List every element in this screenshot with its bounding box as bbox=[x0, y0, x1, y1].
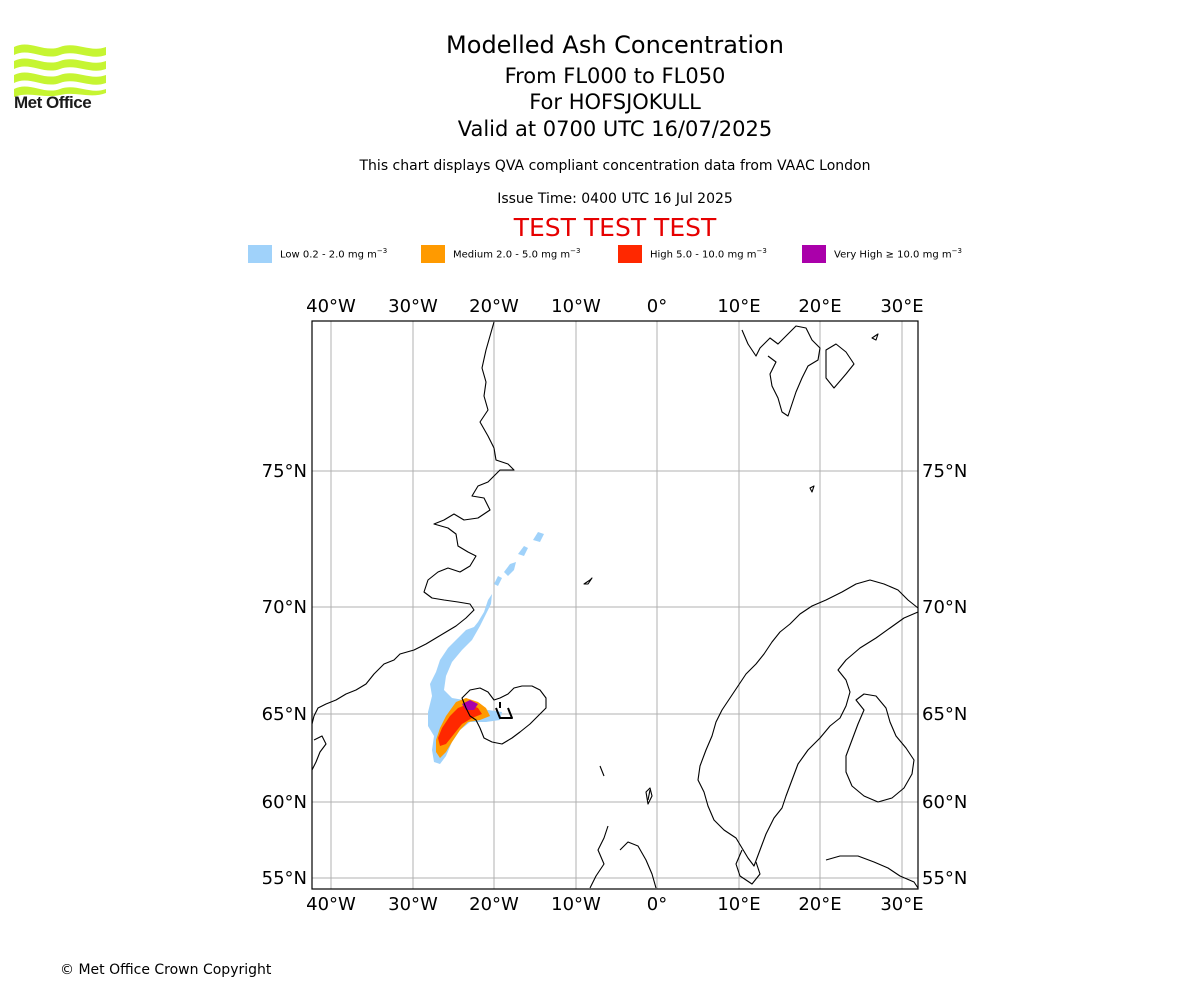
hofsjokull-marker bbox=[495, 702, 513, 719]
chart-title: Modelled Ash Concentration bbox=[446, 31, 784, 59]
lat-label-left: 70°N bbox=[262, 597, 307, 618]
legend-swatch-medium bbox=[421, 245, 445, 263]
lat-label-left: 75°N bbox=[262, 461, 307, 482]
lon-labels-bottom: 40°W 30°W 20°W 10°W 0° 10°E 20°E 30°E bbox=[306, 894, 923, 915]
lon-label-bottom: 0° bbox=[647, 894, 667, 915]
lat-label-right: 55°N bbox=[922, 868, 967, 889]
lon-label-top: 10°W bbox=[551, 296, 601, 317]
lon-label-top: 0° bbox=[647, 296, 667, 317]
ash-low-filament-3 bbox=[533, 532, 544, 542]
scandinavia-coast bbox=[697, 579, 919, 867]
lon-label-bottom: 10°E bbox=[717, 894, 760, 915]
legend-label-low: Low 0.2 - 2.0 mg m−3 bbox=[280, 247, 388, 261]
copyright: © Met Office Crown Copyright bbox=[60, 962, 272, 978]
lat-label-left: 65°N bbox=[262, 704, 307, 725]
issue-time: Issue Time: 0400 UTC 16 Jul 2025 bbox=[497, 191, 733, 207]
finland-coast bbox=[845, 693, 915, 803]
lat-label-left: 60°N bbox=[262, 792, 307, 813]
lon-label-top: 40°W bbox=[306, 296, 356, 317]
legend-swatch-low bbox=[248, 245, 272, 263]
coastlines bbox=[311, 321, 919, 889]
met-office-logo bbox=[14, 44, 106, 97]
legend-swatch-high bbox=[618, 245, 642, 263]
valid-time: Valid at 0700 UTC 16/07/2025 bbox=[457, 117, 773, 141]
bear-island bbox=[809, 485, 815, 493]
lat-label-right: 70°N bbox=[922, 597, 967, 618]
legend-label-medium: Medium 2.0 - 5.0 mg m−3 bbox=[453, 247, 581, 261]
british-isles-coast bbox=[589, 765, 657, 889]
lon-label-top: 20°E bbox=[798, 296, 841, 317]
ash-low-filament-1 bbox=[504, 562, 516, 576]
greenland-coast-south bbox=[311, 735, 327, 771]
denmark-coast bbox=[735, 849, 761, 885]
test-banner: TEST TEST TEST bbox=[513, 213, 717, 242]
chart-description: This chart displays QVA compliant concen… bbox=[359, 158, 871, 174]
lon-label-bottom: 30°E bbox=[880, 894, 923, 915]
ash-high-plume bbox=[438, 704, 482, 746]
legend-swatch-very-high bbox=[802, 245, 826, 263]
map-frame bbox=[311, 320, 919, 890]
jan-mayen bbox=[583, 577, 593, 585]
lat-labels-right: 75°N 70°N 65°N 60°N 55°N bbox=[922, 461, 967, 889]
baltic-coast bbox=[825, 855, 919, 889]
map-grid bbox=[312, 321, 918, 889]
met-office-logo-text: Met Office bbox=[14, 93, 92, 112]
lat-label-right: 75°N bbox=[922, 461, 967, 482]
lat-label-right: 65°N bbox=[922, 704, 967, 725]
lon-label-bottom: 20°E bbox=[798, 894, 841, 915]
legend-item-very-high: Very High ≥ 10.0 mg m−3 bbox=[802, 244, 962, 264]
lon-label-top: 30°W bbox=[388, 296, 438, 317]
small-island bbox=[871, 333, 879, 341]
svalbard-coast bbox=[741, 325, 821, 417]
lat-label-left: 55°N bbox=[262, 868, 307, 889]
lon-label-top: 20°W bbox=[469, 296, 519, 317]
volcano-name: For HOFSJOKULL bbox=[529, 90, 701, 114]
lon-label-bottom: 20°W bbox=[469, 894, 519, 915]
greenland-coast bbox=[311, 321, 515, 725]
shetland bbox=[645, 787, 653, 805]
legend-item-high: High 5.0 - 10.0 mg m−3 bbox=[618, 244, 767, 264]
svalbard-east bbox=[825, 343, 855, 389]
lon-label-bottom: 30°W bbox=[388, 894, 438, 915]
lon-label-top: 10°E bbox=[717, 296, 760, 317]
lon-labels-top: 40°W 30°W 20°W 10°W 0° 10°E 20°E 30°E bbox=[306, 296, 923, 317]
legend-label-high: High 5.0 - 10.0 mg m−3 bbox=[650, 247, 767, 261]
iceland-coast bbox=[461, 685, 547, 745]
ash-low-filament-4 bbox=[494, 576, 502, 586]
legend-label-very-high: Very High ≥ 10.0 mg m−3 bbox=[834, 247, 962, 261]
flight-levels: From FL000 to FL050 bbox=[504, 64, 726, 88]
legend-item-low: Low 0.2 - 2.0 mg m−3 bbox=[248, 244, 387, 264]
ash-low-filament-2 bbox=[518, 546, 528, 556]
lat-label-right: 60°N bbox=[922, 792, 967, 813]
legend-item-medium: Medium 2.0 - 5.0 mg m−3 bbox=[421, 244, 580, 264]
lon-label-top: 30°E bbox=[880, 296, 923, 317]
ash-map: 40°W 30°W 20°W 10°W 0° 10°E 20°E 30°E 40… bbox=[262, 296, 968, 915]
lon-label-bottom: 10°W bbox=[551, 894, 601, 915]
lon-label-bottom: 40°W bbox=[306, 894, 356, 915]
lat-labels-left: 75°N 70°N 65°N 60°N 55°N bbox=[262, 461, 307, 889]
ash-plume bbox=[428, 532, 544, 764]
